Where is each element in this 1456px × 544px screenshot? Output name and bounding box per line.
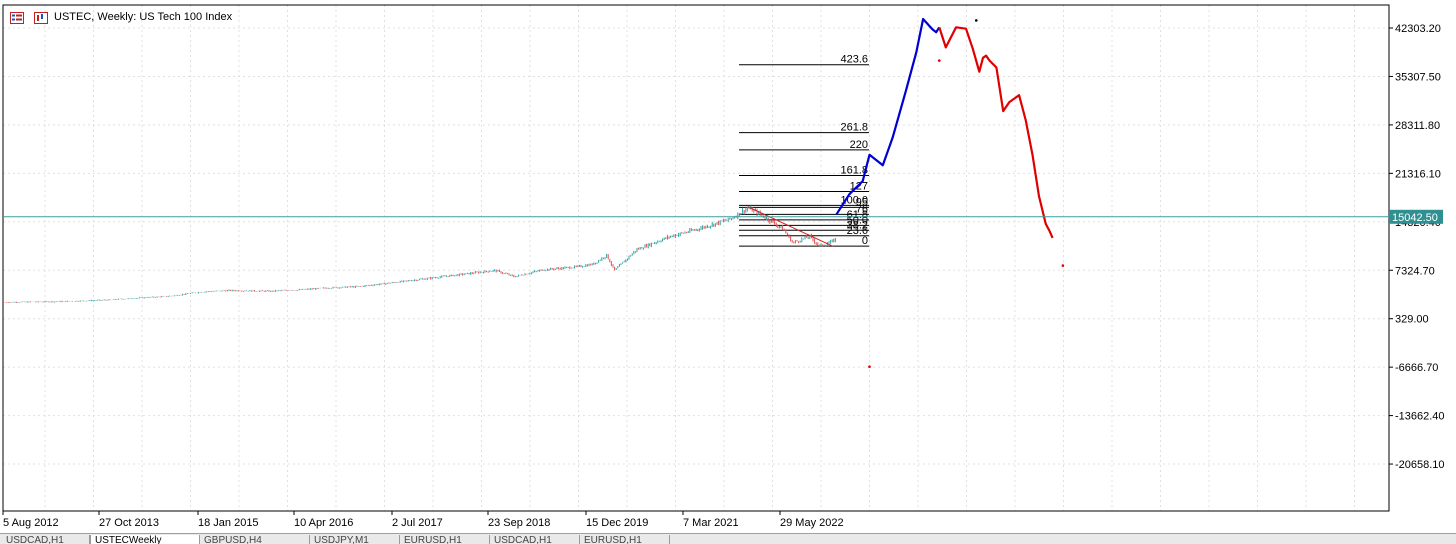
drawing-mark — [974, 19, 978, 22]
x-tick-label: 27 Oct 2013 — [99, 517, 159, 529]
y-tick-label: 21316.10 — [1395, 168, 1441, 180]
y-tick-label: 28311.80 — [1395, 120, 1440, 132]
chart-tab[interactable]: USDJPY,M1 — [310, 535, 400, 544]
x-tick-label: 29 May 2022 — [780, 517, 844, 529]
fib-level-label: 0 — [862, 235, 868, 247]
chart-tab[interactable]: USDCAD,H1 — [490, 535, 580, 544]
plot-frame — [2, 4, 1390, 512]
x-tick-label: 5 Aug 2012 — [3, 517, 59, 529]
drawing-mark — [937, 59, 941, 62]
chart-list-icon[interactable] — [10, 11, 24, 24]
fib-level-label: 38.2 — [847, 219, 868, 231]
projection-up-line — [835, 17, 941, 215]
y-tick-label: 35307.50 — [1395, 71, 1441, 83]
fib-level-label: 61.8 — [847, 209, 868, 221]
chart-tab[interactable]: USDCAD,H1 — [2, 535, 90, 544]
fib-level-label: 220 — [850, 139, 868, 151]
price-chart[interactable]: 423.6261.8220161.8127100.0957661.850.038… — [0, 0, 1456, 533]
trendline — [747, 206, 833, 247]
chart-tab[interactable]: GBPUSD,H4 — [200, 535, 310, 544]
current-price-label-bg — [1389, 209, 1443, 224]
projection-drawings[interactable] — [747, 17, 1065, 368]
y-tick-label: 42303.20 — [1395, 23, 1441, 35]
fib-level-label: 423.6 — [840, 54, 868, 66]
fib-level-label: 161.8 — [840, 165, 868, 177]
x-tick-label: 18 Jan 2015 — [198, 517, 259, 529]
fib-level-label: 23.6 — [847, 225, 868, 237]
y-tick-label: -6666.70 — [1395, 362, 1438, 374]
chart-title: USTEC, Weekly: US Tech 100 Index — [54, 11, 233, 23]
price-series — [4, 205, 836, 304]
chart-tab[interactable]: USTECWeekly — [90, 535, 200, 544]
y-tick-label: -20658.10 — [1395, 459, 1445, 471]
x-tick-label: 2 Jul 2017 — [392, 517, 443, 529]
y-tick-label: 7324.70 — [1395, 265, 1435, 277]
x-tick-label: 7 Mar 2021 — [683, 517, 739, 529]
fib-level-label: 50.0 — [847, 214, 868, 226]
chart-tab[interactable]: EURUSD,H1 — [580, 535, 670, 544]
chart-tab[interactable]: EURUSD,H1 — [400, 535, 490, 544]
chart-type-icon[interactable] — [34, 11, 48, 24]
y-tick-label: -13662.40 — [1395, 411, 1445, 423]
x-tick-label: 15 Dec 2019 — [586, 517, 648, 529]
grid — [3, 5, 1389, 511]
y-tick-label: 329.00 — [1395, 314, 1429, 326]
x-tick-label: 23 Sep 2018 — [488, 517, 550, 529]
drawing-mark — [868, 365, 871, 368]
fib-level-label: 95 — [856, 196, 868, 208]
fib-level-label: 76 — [856, 203, 868, 215]
chart-tabs: USDCAD,H1 USTECWeekly GBPUSD,H4 USDJPY,M1 EU… — [0, 533, 1456, 544]
fib-level-label: 261.8 — [840, 122, 868, 134]
axes: 42303.2035307.5028311.8021316.1014320.40… — [2, 4, 1445, 529]
current-price-label: 15042.50 — [1392, 212, 1438, 224]
x-tick-label: 10 Apr 2016 — [294, 517, 353, 529]
projection-down-line — [938, 26, 1054, 239]
drawing-mark — [1061, 264, 1065, 267]
